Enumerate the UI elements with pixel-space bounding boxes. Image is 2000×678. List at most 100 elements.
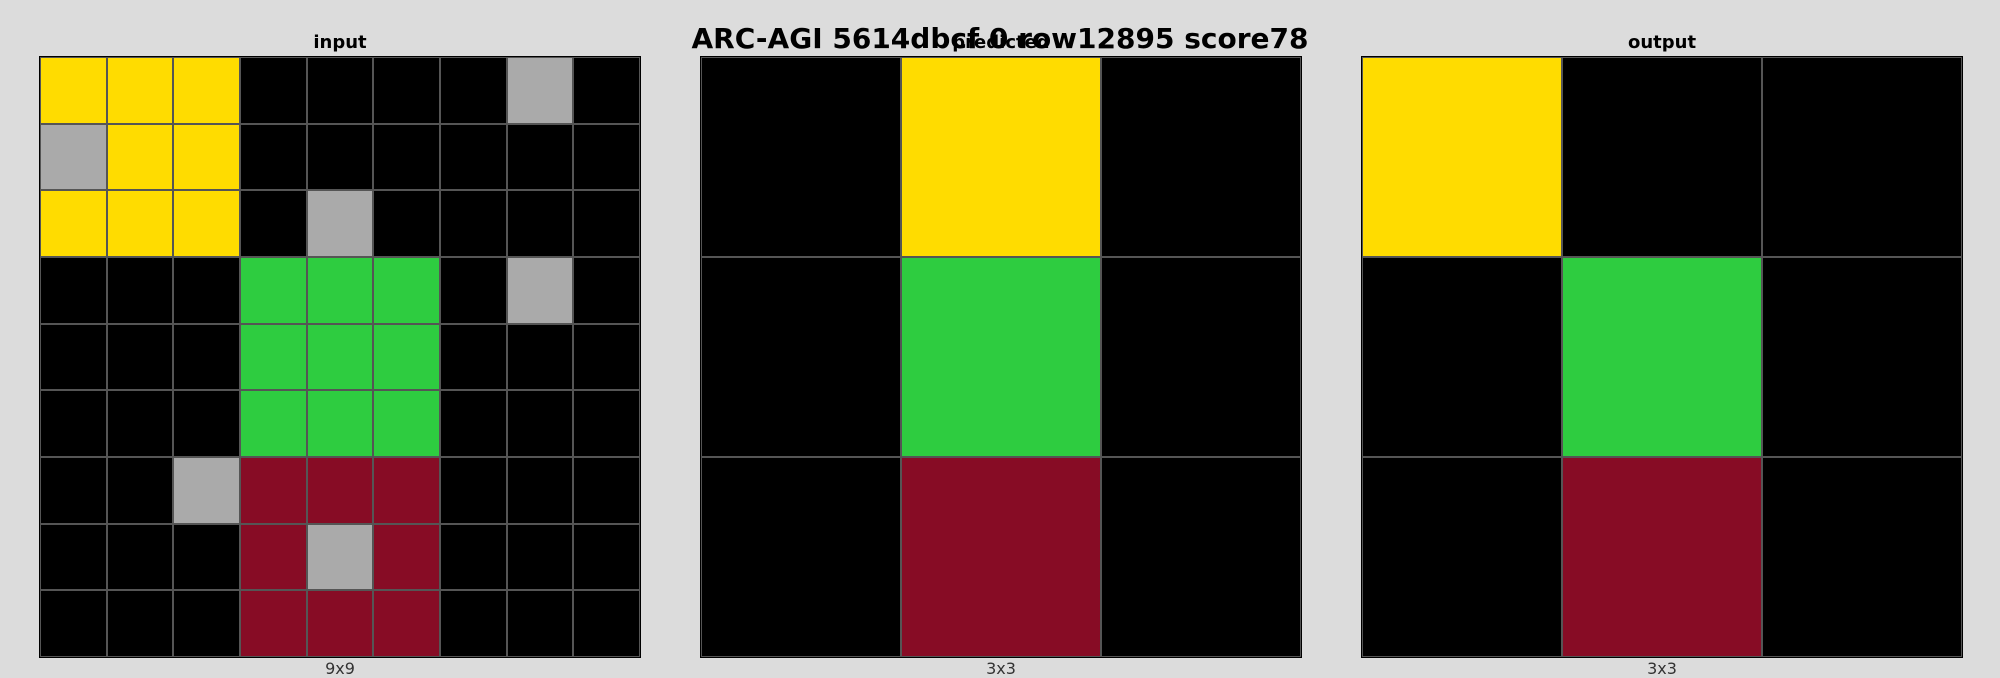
input-cell-r0-c5 xyxy=(373,57,440,124)
input-cell-r7-c8 xyxy=(573,523,640,591)
predicted-panel-title: predicted xyxy=(952,32,1050,53)
input-cell-r5-c7 xyxy=(506,390,574,457)
output-panel: output 3x3 xyxy=(1361,0,1963,678)
output-grid-size: 3x3 xyxy=(1647,659,1677,678)
input-cell-r8-c8 xyxy=(573,590,640,657)
input-cell-r2-c7 xyxy=(506,190,574,257)
input-cell-r5-c3 xyxy=(239,390,307,457)
input-cell-r3-c8 xyxy=(573,256,640,324)
input-cell-r8-c0 xyxy=(40,590,107,657)
input-cell-r5-c1 xyxy=(106,390,174,457)
input-cell-r2-c2 xyxy=(173,190,240,257)
input-cell-r6-c3 xyxy=(239,456,307,524)
input-cell-r5-c0 xyxy=(40,390,107,457)
input-cell-r4-c7 xyxy=(506,323,574,391)
input-cell-r0-c8 xyxy=(573,57,640,124)
input-cell-r5-c2 xyxy=(173,390,240,457)
predicted-grid-size: 3x3 xyxy=(986,659,1016,678)
output-cell-r2-c1 xyxy=(1562,457,1762,657)
predicted-cell-r0-c1 xyxy=(901,57,1101,257)
input-cell-r0-c1 xyxy=(106,57,174,124)
input-cell-r4-c1 xyxy=(106,323,174,391)
input-grid xyxy=(39,56,641,658)
input-cell-r4-c2 xyxy=(173,323,240,391)
input-cell-r2-c3 xyxy=(239,190,307,257)
input-cell-r5-c5 xyxy=(373,390,440,457)
input-cell-r6-c8 xyxy=(573,456,640,524)
input-cell-r2-c1 xyxy=(106,190,174,257)
input-cell-r1-c6 xyxy=(439,123,507,191)
predicted-cell-r2-c1 xyxy=(901,457,1101,657)
input-cell-r1-c3 xyxy=(239,123,307,191)
input-cell-r8-c2 xyxy=(173,590,240,657)
input-cell-r5-c4 xyxy=(306,390,374,457)
input-cell-r3-c5 xyxy=(373,256,440,324)
input-cell-r6-c2 xyxy=(173,456,240,524)
input-cell-r1-c7 xyxy=(506,123,574,191)
input-cell-r4-c0 xyxy=(40,323,107,391)
input-cell-r6-c7 xyxy=(506,456,574,524)
input-cell-r3-c2 xyxy=(173,256,240,324)
input-cell-r6-c6 xyxy=(439,456,507,524)
input-cell-r4-c6 xyxy=(439,323,507,391)
input-cell-r7-c4 xyxy=(306,523,374,591)
figure-title: ARC-AGI 5614dbcf 0 row12895 score78 xyxy=(691,22,1309,55)
input-cell-r3-c4 xyxy=(306,256,374,324)
output-cell-r1-c1 xyxy=(1562,257,1762,457)
predicted-cell-r1-c2 xyxy=(1101,257,1301,457)
input-cell-r6-c0 xyxy=(40,456,107,524)
input-cell-r4-c3 xyxy=(239,323,307,391)
input-cell-r5-c8 xyxy=(573,390,640,457)
input-cell-r1-c4 xyxy=(306,123,374,191)
input-cell-r6-c1 xyxy=(106,456,174,524)
input-cell-r3-c7 xyxy=(506,256,574,324)
predicted-cell-r1-c1 xyxy=(901,257,1101,457)
output-cell-r0-c2 xyxy=(1762,57,1962,257)
input-cell-r8-c5 xyxy=(373,590,440,657)
input-cell-r1-c1 xyxy=(106,123,174,191)
output-panel-title: output xyxy=(1627,32,1697,53)
input-cell-r6-c5 xyxy=(373,456,440,524)
input-cell-r3-c3 xyxy=(239,256,307,324)
input-cell-r8-c3 xyxy=(239,590,307,657)
input-cell-r6-c4 xyxy=(306,456,374,524)
input-cell-r2-c8 xyxy=(573,190,640,257)
input-cell-r1-c8 xyxy=(573,123,640,191)
input-cell-r7-c1 xyxy=(106,523,174,591)
input-cell-r7-c2 xyxy=(173,523,240,591)
output-cell-r0-c1 xyxy=(1562,57,1762,257)
input-cell-r1-c0 xyxy=(40,123,107,191)
input-cell-r8-c7 xyxy=(506,590,574,657)
output-cell-r1-c2 xyxy=(1762,257,1962,457)
predicted-cell-r0-c0 xyxy=(701,57,901,257)
input-cell-r7-c0 xyxy=(40,523,107,591)
input-cell-r3-c0 xyxy=(40,256,107,324)
output-cell-r0-c0 xyxy=(1362,57,1562,257)
input-cell-r2-c6 xyxy=(439,190,507,257)
input-cell-r0-c0 xyxy=(40,57,107,124)
input-cell-r3-c6 xyxy=(439,256,507,324)
input-cell-r0-c3 xyxy=(239,57,307,124)
input-cell-r7-c5 xyxy=(373,523,440,591)
predicted-cell-r2-c0 xyxy=(701,457,901,657)
input-cell-r2-c5 xyxy=(373,190,440,257)
output-cell-r2-c0 xyxy=(1362,457,1562,657)
output-grid xyxy=(1361,56,1963,658)
input-cell-r7-c7 xyxy=(506,523,574,591)
predicted-panel: predicted 3x3 xyxy=(700,0,1302,678)
input-cell-r0-c7 xyxy=(506,57,574,124)
input-cell-r8-c1 xyxy=(106,590,174,657)
output-cell-r2-c2 xyxy=(1762,457,1962,657)
input-panel-title: input xyxy=(313,32,367,53)
input-cell-r1-c5 xyxy=(373,123,440,191)
predicted-cell-r2-c2 xyxy=(1101,457,1301,657)
output-cell-r1-c0 xyxy=(1362,257,1562,457)
input-panel: input 9x9 xyxy=(39,0,641,678)
predicted-cell-r0-c2 xyxy=(1101,57,1301,257)
predicted-grid xyxy=(700,56,1302,658)
input-cell-r8-c4 xyxy=(306,590,374,657)
input-cell-r3-c1 xyxy=(106,256,174,324)
input-cell-r8-c6 xyxy=(439,590,507,657)
input-grid-size: 9x9 xyxy=(325,659,355,678)
input-cell-r4-c8 xyxy=(573,323,640,391)
